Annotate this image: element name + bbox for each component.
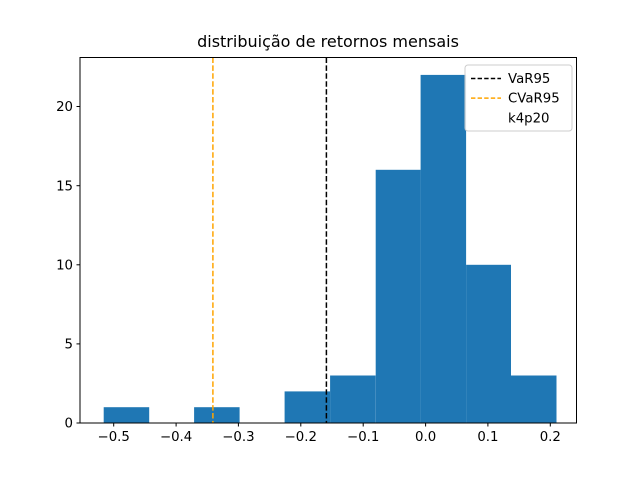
x-tick-label: −0.5 bbox=[98, 430, 130, 445]
x-tick-label: 0.1 bbox=[477, 430, 498, 445]
legend-label-var95: VaR95 bbox=[508, 72, 550, 87]
plot-border bbox=[79, 57, 577, 424]
legend: VaR95 CVaR95 k4p20 bbox=[464, 64, 573, 132]
y-tick-label: 0 bbox=[65, 417, 73, 432]
histogram-bar bbox=[420, 74, 467, 424]
y-tick-label: 15 bbox=[56, 179, 73, 194]
legend-label-k4p20: k4p20 bbox=[508, 111, 550, 126]
histogram-bar bbox=[466, 264, 511, 423]
axes-layer: −0.5 −0.4 −0.3 −0.2 −0.1 0.0 0.1 0.2 0 5 10 15 20 bbox=[56, 57, 577, 445]
histogram-bar bbox=[330, 375, 376, 423]
histogram-bar bbox=[103, 407, 150, 423]
histogram-bar bbox=[194, 407, 240, 423]
x-tick-label: 0.0 bbox=[415, 430, 436, 445]
legend-box bbox=[464, 64, 573, 132]
x-tick-label: 0.2 bbox=[540, 430, 561, 445]
histogram-bar bbox=[511, 375, 557, 423]
chart-title: distribuição de retornos mensais bbox=[197, 32, 459, 51]
x-tick-label: −0.4 bbox=[160, 430, 192, 445]
y-tick-label: 5 bbox=[65, 338, 73, 353]
x-tick-label: −0.1 bbox=[347, 430, 379, 445]
y-tick-label: 10 bbox=[56, 258, 73, 273]
y-tick-label: 20 bbox=[56, 100, 73, 115]
histogram-bar bbox=[284, 391, 331, 423]
bars-layer bbox=[103, 74, 557, 424]
legend-label-cvar95: CVaR95 bbox=[508, 92, 560, 107]
x-tick-label: −0.2 bbox=[285, 430, 317, 445]
x-tick-label: −0.3 bbox=[222, 430, 254, 445]
histogram-bar bbox=[375, 169, 421, 423]
vlines-layer bbox=[212, 57, 328, 423]
